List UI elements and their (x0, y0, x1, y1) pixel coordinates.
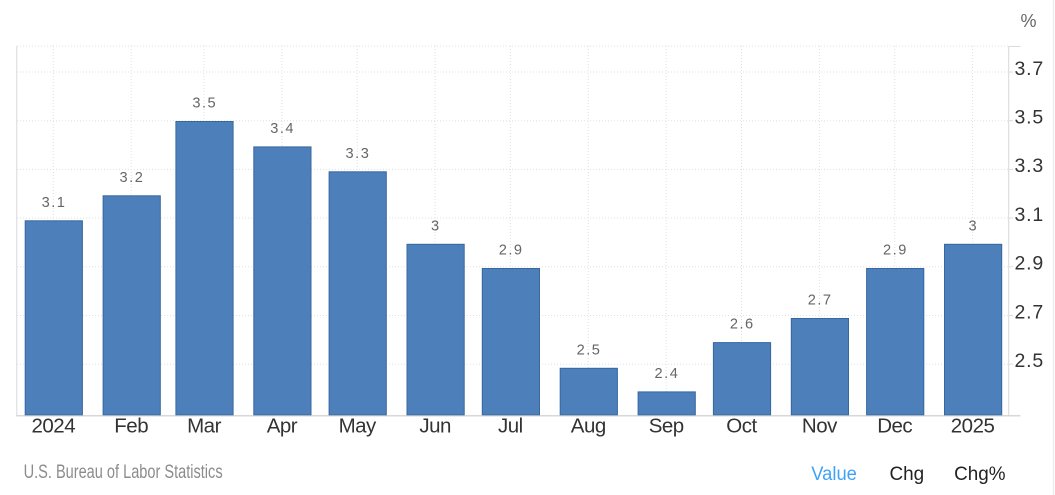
svg-text:2.9: 2.9 (499, 243, 524, 259)
svg-text:3: 3 (969, 218, 979, 234)
svg-text:3.5: 3.5 (1015, 107, 1045, 129)
svg-text:U.S. Bureau of Labor Statistic: U.S. Bureau of Labor Statistics (24, 462, 223, 483)
svg-text:Sep: Sep (649, 415, 684, 438)
svg-text:Value: Value (811, 464, 857, 485)
svg-text:Jul: Jul (498, 415, 523, 438)
svg-text:2.9: 2.9 (883, 243, 908, 259)
svg-text:3.4: 3.4 (270, 121, 295, 137)
svg-text:Chg: Chg (890, 464, 925, 485)
svg-text:2.7: 2.7 (808, 293, 833, 309)
svg-text:2.5: 2.5 (577, 342, 602, 358)
svg-text:3.1: 3.1 (42, 195, 67, 211)
svg-text:Jun: Jun (419, 415, 451, 438)
svg-text:Nov: Nov (802, 415, 838, 438)
svg-text:Feb: Feb (114, 415, 148, 438)
svg-text:Aug: Aug (571, 415, 606, 438)
svg-text:3.7: 3.7 (1015, 58, 1045, 80)
svg-text:2.7: 2.7 (1015, 301, 1045, 323)
svg-text:3.1: 3.1 (1015, 204, 1045, 226)
svg-text:2.5: 2.5 (1015, 350, 1045, 372)
svg-text:3.5: 3.5 (192, 96, 217, 112)
svg-text:2.9: 2.9 (1015, 253, 1045, 275)
svg-text:2025: 2025 (951, 415, 995, 438)
svg-text:3.3: 3.3 (346, 146, 371, 162)
svg-text:May: May (339, 415, 377, 438)
svg-text:2.4: 2.4 (655, 366, 680, 382)
svg-text:Dec: Dec (877, 415, 912, 438)
svg-text:Oct: Oct (726, 415, 757, 438)
svg-text:Apr: Apr (267, 415, 298, 438)
svg-text:Chg%: Chg% (954, 464, 1006, 485)
svg-text:Mar: Mar (187, 415, 221, 438)
svg-text:2.6: 2.6 (730, 317, 755, 333)
svg-text:3.3: 3.3 (1015, 155, 1045, 177)
svg-text:2024: 2024 (31, 415, 75, 438)
svg-text:%: % (1020, 11, 1036, 31)
svg-text:3.2: 3.2 (120, 170, 145, 186)
svg-text:3: 3 (431, 218, 441, 234)
